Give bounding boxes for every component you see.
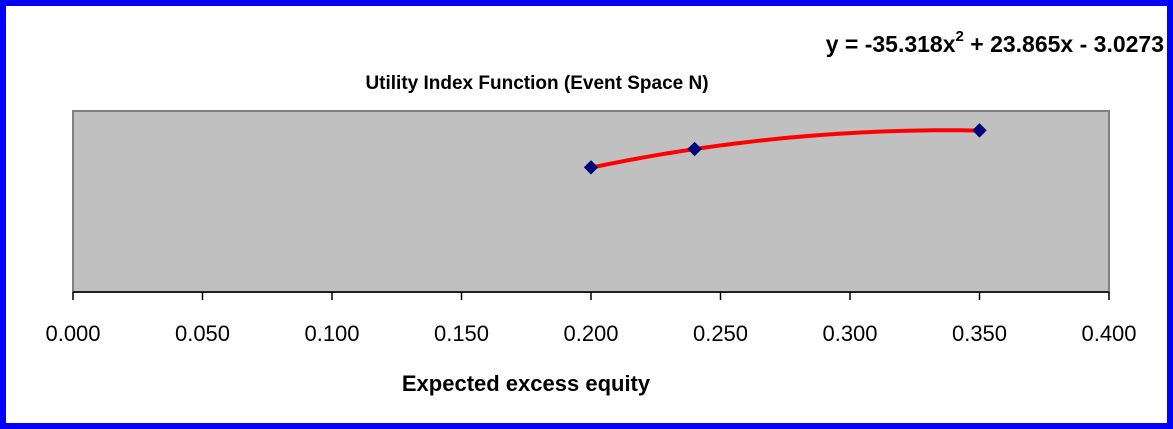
x-tick-label: 0.100 bbox=[304, 321, 359, 346]
trendline-equation: y = -35.318x2 + 23.865x - 3.0273 bbox=[826, 28, 1164, 57]
x-tick-label: 0.200 bbox=[563, 321, 618, 346]
chart-title: Utility Index Function (Event Space N) bbox=[365, 73, 708, 94]
x-tick-label: 0.400 bbox=[1081, 321, 1136, 346]
x-tick-label: 0.300 bbox=[822, 321, 877, 346]
trendline-curve bbox=[589, 128, 982, 170]
data-point bbox=[687, 141, 702, 157]
plot-area bbox=[72, 110, 1110, 293]
x-tick-label: 0.350 bbox=[952, 321, 1007, 346]
x-tick-label: 0.150 bbox=[434, 321, 489, 346]
data-point bbox=[583, 160, 599, 175]
x-axis-ticks bbox=[72, 292, 1110, 300]
data-points bbox=[583, 123, 987, 175]
x-tick-label: 0.050 bbox=[175, 321, 230, 346]
x-tick-label: 0.000 bbox=[45, 321, 100, 346]
x-axis-tick-labels: 0.000 0.050 0.100 0.150 0.200 0.250 0.300 0.350… bbox=[45, 321, 1136, 346]
data-point bbox=[972, 123, 987, 138]
x-axis-title: Expected excess equity bbox=[402, 371, 651, 396]
x-tick-label: 0.250 bbox=[693, 321, 748, 346]
